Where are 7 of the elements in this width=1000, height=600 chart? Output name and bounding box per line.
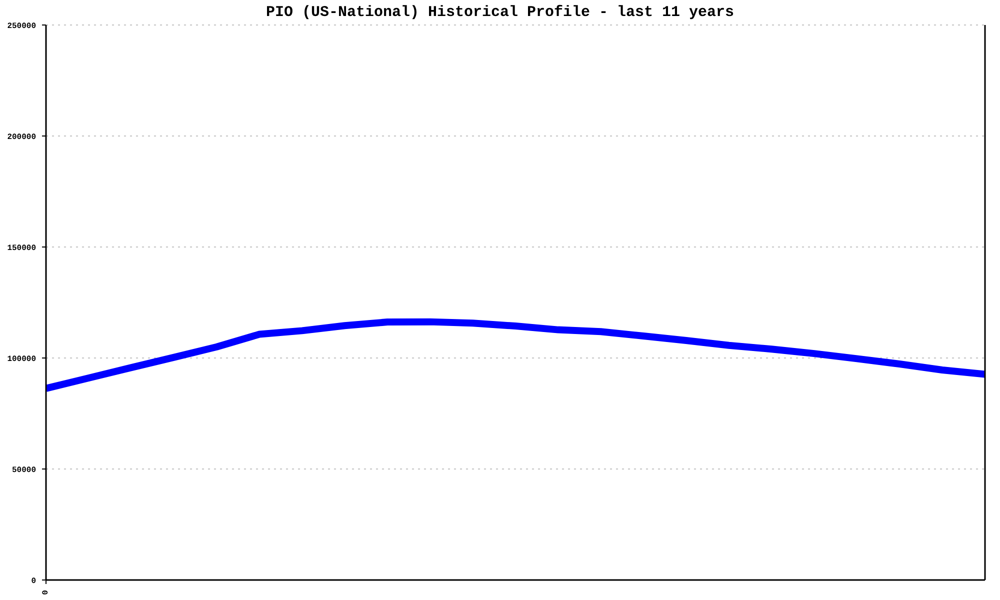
chart-title: PIO (US-National) Historical Profile - last 11 years: [264, 4, 736, 22]
y-tick-label: 100000: [7, 354, 36, 364]
y-tick-label: 50000: [12, 466, 36, 475]
y-tick-label: 150000: [7, 244, 36, 253]
y-tick-label: 200000: [7, 132, 36, 142]
y-tick-label: 0: [31, 576, 36, 586]
y-tick-label: 250000: [7, 22, 36, 31]
